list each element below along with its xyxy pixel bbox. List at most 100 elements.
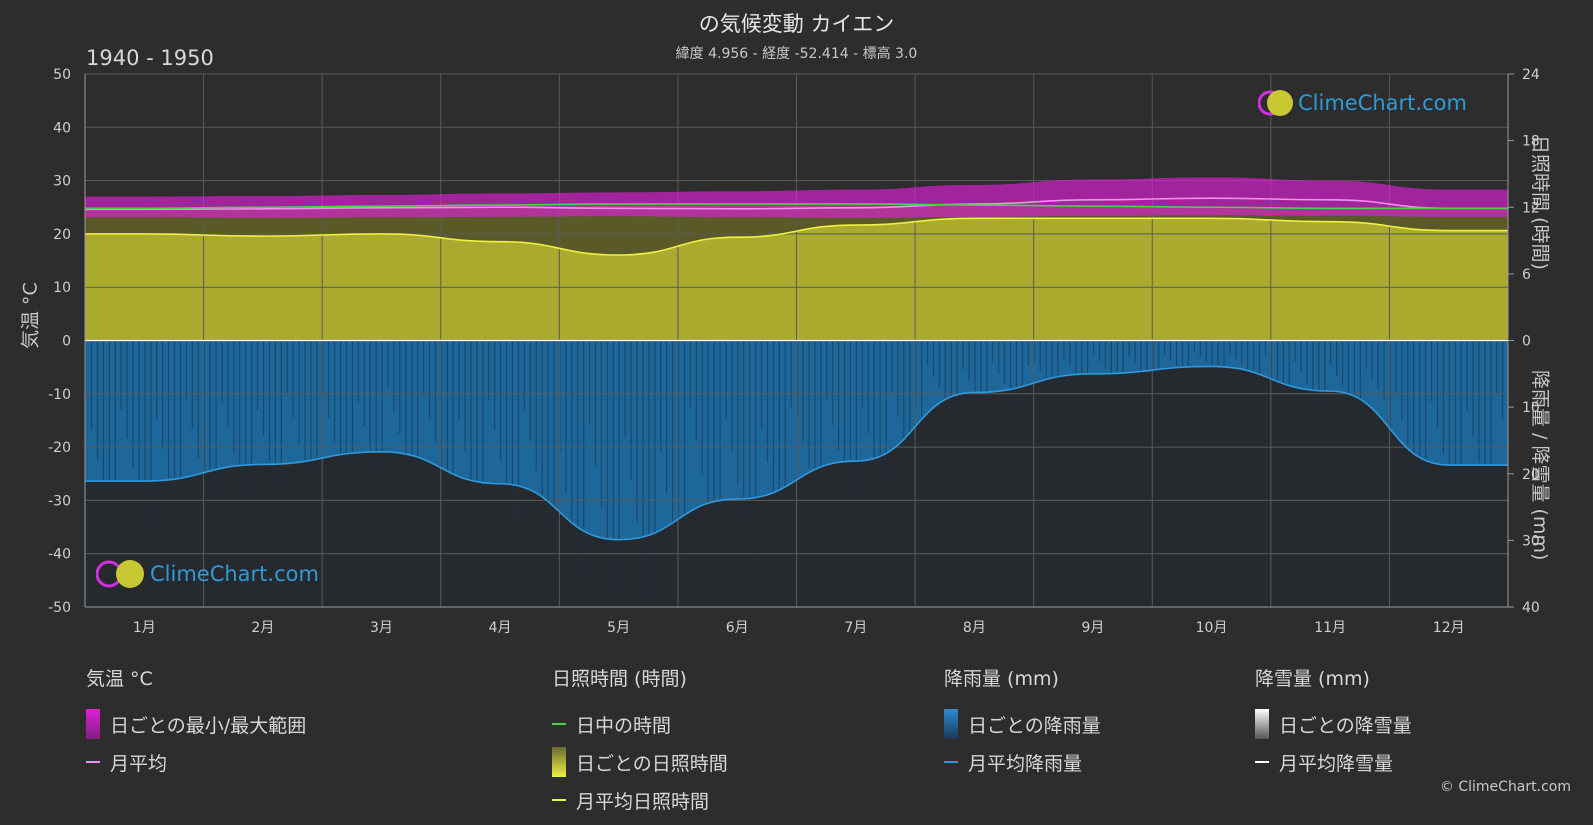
rain-daily-streak [796,340,798,417]
logo-bottom[interactable]: ClimeChart.com [96,558,319,590]
rain-daily-streak [1282,340,1284,401]
rain-daily-streak [1270,340,1273,380]
rain-daily-streak [185,340,187,400]
rain-daily-streak [1134,340,1136,364]
rain-daily-streak [814,340,816,493]
rain-avg-line [84,365,1508,541]
rain-daily-streak [1081,340,1083,381]
rain-daily-streak [921,340,923,417]
y-right-bottom-tick-label: 30 [1522,533,1540,549]
rain-daily-streak [529,340,531,441]
temp-avg-swatch [86,761,100,763]
legend-label: 月平均降雨量 [968,752,1083,775]
rain-daily-streak [233,340,235,454]
rain-daily-streak [488,340,490,401]
rain-daily-streak [1205,340,1207,363]
rain-daily-streak [1140,340,1142,371]
y-right-top-tick-label: 12 [1522,200,1540,216]
y-left-tick-label: 10 [53,280,71,296]
rain-daily-streak [612,340,614,592]
rain-daily-streak [1199,340,1201,357]
rain-daily-streak [1448,340,1450,481]
rain-daily-streak [452,340,454,562]
legend-item-sunshine-avg: 月平均日照時間 [552,781,728,819]
legend-item-temp-range: 日ごとの最小/最大範囲 [86,705,306,743]
rain-daily-streak [168,340,170,479]
rain-daily-streak [707,340,709,507]
y-left-tick-label: 40 [53,120,71,136]
rain-daily-streak [1359,340,1361,419]
rain-daily-streak [245,340,247,506]
rain-daily-streak [671,340,674,536]
chart-subtitle: 緯度 4.956 - 経度 -52.414 - 標高 3.0 [675,46,918,62]
rain-daily-streak [1128,340,1130,357]
rain-daily-streak [588,340,591,425]
rain-daily-streak [369,340,371,450]
rain-daily-streak [766,340,769,463]
rain-daily-streak [387,340,389,388]
logo-top[interactable]: ClimeChart.com [1258,88,1467,118]
rain-daily-streak [381,340,383,497]
rain-daily-streak [915,340,917,406]
rain-daily-streak [1021,340,1024,417]
rain-daily-streak [713,340,715,541]
rain-daily-streak [974,340,976,392]
rain-daily-streak [274,340,276,488]
rain-daily-streak [428,340,431,419]
rain-daily-streak [138,340,140,498]
rain-daily-streak [743,340,745,519]
legend-label: 日ごとの最小/最大範囲 [110,714,307,737]
rain-daily-streak [695,340,697,441]
y-right-bottom-tick-label: 20 [1522,467,1540,483]
rain-daily-streak [583,340,585,607]
rain-daily-streak [1075,340,1077,374]
chart-title: の気候変動 カイエン [698,12,895,36]
rain-daily-streak [351,340,354,512]
rain-daily-streak [790,340,792,408]
legend-label: 日ごとの降雪量 [1279,714,1412,737]
rain-daily-streak [1324,340,1326,415]
x-tick-label: 12月 [1433,620,1465,636]
rain-daily-streak [980,340,982,403]
rain-daily-streak [1223,340,1225,379]
rain-daily-streak [215,340,217,523]
rain-daily-streak [636,340,638,522]
legend-item-snow-daily: 日ごとの降雪量 [1255,705,1412,743]
x-tick-label: 2月 [251,620,274,636]
rain-daily-streak [1235,340,1237,359]
rain-daily-streak [476,340,478,511]
rain-daily-streak [1442,340,1444,454]
rain-daily-streak [262,340,265,436]
rain-daily-streak [1057,340,1059,392]
rain-daily-streak [725,340,727,419]
rain-daily-streak [606,340,608,550]
rain-daily-streak [1104,340,1107,369]
rain-daily-streak [446,340,448,532]
rain-daily-streak [1051,340,1053,385]
x-tick-label: 9月 [1081,620,1104,636]
rain-daily-streak [701,340,703,474]
legend-item-snow-avg: 月平均降雪量 [1255,743,1412,781]
rain-daily-streak [1484,340,1486,489]
rain-daily-streak [1371,340,1373,380]
legend-label: 日中の時間 [576,714,672,737]
rain-daily-streak [1413,340,1415,472]
rain-daily-streak [1306,340,1308,384]
rain-daily-streak [594,340,597,467]
rain-daily-streak [1294,340,1296,362]
rain-daily-streak [1175,340,1178,366]
rain-daily-streak [1098,340,1101,362]
rain-daily-streak [517,340,520,552]
rain-daily-streak [268,340,271,462]
copyright: © ClimeChart.com [1439,779,1571,795]
x-tick-label: 10月 [1196,620,1228,636]
rain-daily-streak [666,340,668,494]
rain-daily-streak [1312,340,1314,394]
rain-daily-streak [535,340,537,471]
rain-daily-streak [90,340,93,430]
rain-daily-streak [1377,340,1379,391]
rain-daily-streak [144,340,146,528]
rain-daily-streak [778,340,780,530]
rain-daily-streak [1229,340,1231,354]
rain-daily-streak [505,340,508,491]
